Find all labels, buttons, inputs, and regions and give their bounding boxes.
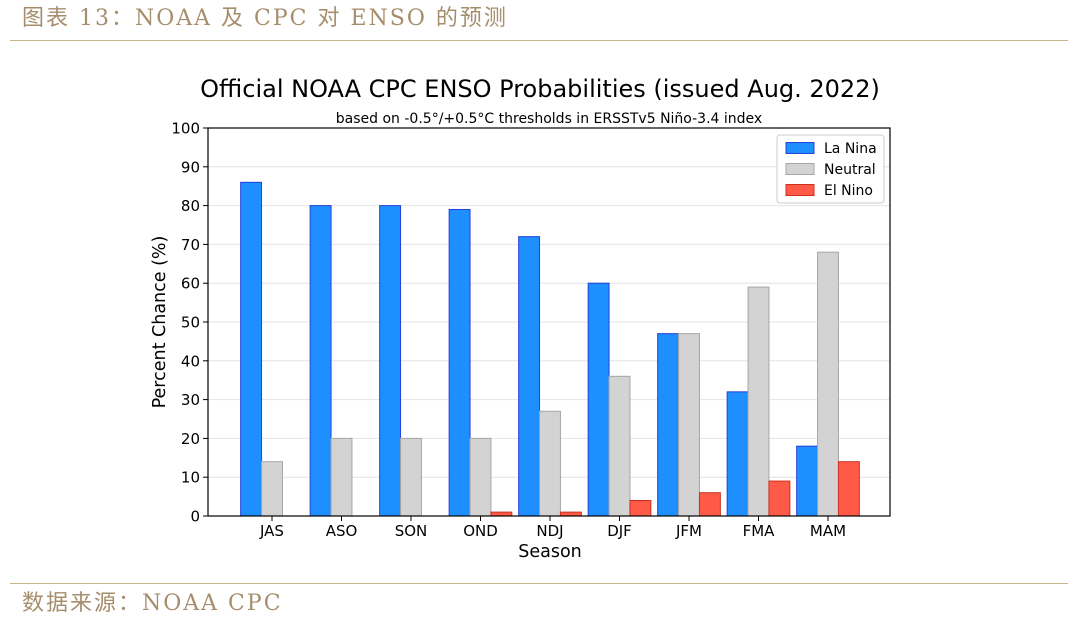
y-tick-label: 80 [181,197,200,215]
bar-el-nino-fma [768,480,791,517]
bar-la-nina-aso [309,205,332,517]
y-tick-label: 10 [181,469,200,487]
bars [240,181,860,517]
bar-la-nina-fma [726,391,749,517]
legend-patch-la-nina [785,142,815,154]
bar-el-nino-jfm [698,492,721,517]
x-tick-label: FMA [743,522,776,540]
bar-la-nina-jas [240,181,263,517]
y-tick-label: 70 [181,236,200,254]
bar-la-nina-ndj [518,236,541,517]
x-tick-label: DJF [607,522,632,540]
y-tick-label: 0 [190,508,200,526]
bar-la-nina-djf [587,282,610,517]
bar-neutral-aso [330,437,353,517]
y-tick-label: 50 [181,314,200,332]
bar-neutral-ndj [539,410,561,517]
bar-la-nina-mam [796,445,819,517]
bar-la-nina-son [379,205,402,517]
y-tick-label: 30 [181,391,200,409]
bar-la-nina-ond [448,208,471,517]
x-tick-label: OND [463,522,498,540]
x-axis: JAS ASO SON OND NDJ DJF JFM FMA MAM [259,516,846,540]
legend-patch-el-nino [785,184,815,196]
bar-neutral-fma [747,286,770,517]
footer-divider [10,583,1068,584]
header-divider [10,40,1068,41]
legend: La Nina Neutral El Nino [776,134,885,204]
chart-title: Official NOAA CPC ENSO Probabilities (is… [200,75,880,103]
legend-label-la-nina: La Nina [824,141,877,157]
x-tick-label: ASO [326,522,358,540]
y-tick-label: 60 [181,275,200,293]
chart-subtitle: based on -0.5°/+0.5°C thresholds in ERSS… [336,111,762,127]
bar-el-nino-mam [837,461,860,517]
x-tick-label: MAM [810,522,846,540]
legend-label-el-nino: El Nino [824,183,873,199]
bar-la-nina-jfm [657,333,680,517]
y-tick-label: 90 [181,158,200,176]
y-tick-label: 100 [171,120,200,138]
legend-label-neutral: Neutral [824,162,876,178]
bar-neutral-ond [469,437,492,517]
bar-neutral-jfm [678,333,700,517]
bar-neutral-son [400,437,422,517]
source-note: 数据来源：NOAA CPC [22,591,283,616]
bar-neutral-djf [608,375,631,517]
y-tick-label: 40 [181,352,200,370]
y-axis: 0 10 20 30 40 50 60 70 80 90 100 [171,120,208,526]
x-tick-label: SON [395,522,428,540]
y-tick-label: 20 [181,430,200,448]
y-axis-label: Percent Chance (%) [150,236,170,409]
x-axis-label: Season [518,542,582,562]
bar-neutral-mam [817,251,839,517]
legend-patch-neutral [785,163,815,175]
x-tick-label: JAS [259,522,284,540]
bar-el-nino-djf [629,499,652,517]
figure-caption: 图表 13：NOAA 及 CPC 对 ENSO 的预测 [22,6,508,31]
x-tick-label: JFM [675,522,702,540]
bar-neutral-jas [261,461,283,517]
x-tick-label: NDJ [536,522,563,540]
